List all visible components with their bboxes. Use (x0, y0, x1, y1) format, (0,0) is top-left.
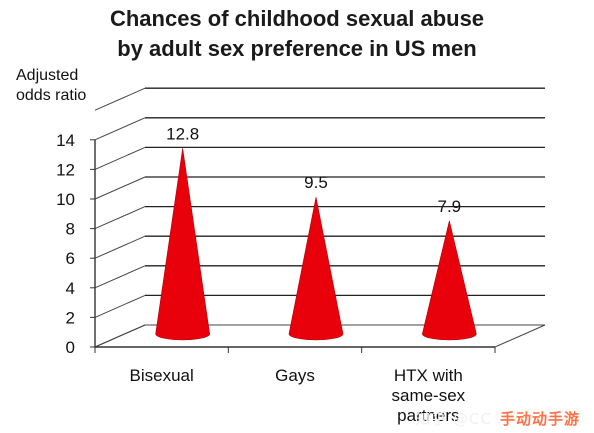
y-tick-label: 4 (66, 279, 75, 298)
category-label: Gays (275, 366, 315, 385)
gridline-side (94, 176, 146, 200)
y-tick-label: 12 (56, 160, 75, 179)
gridline-side (94, 206, 146, 230)
gridline-side (94, 294, 146, 318)
watermark-text-a: 知乎 @CC (415, 410, 492, 428)
gridline-side (94, 87, 146, 111)
gridline-side (94, 117, 146, 141)
y-axis-label-line-1: Adjusted (16, 67, 79, 84)
cone-bar (422, 220, 477, 341)
category-label: same-sex (391, 386, 465, 405)
cone-bar (155, 148, 210, 341)
gridline-side (94, 235, 146, 259)
value-label: 12.8 (166, 124, 199, 143)
y-axis-label: Adjusted odds ratio (16, 66, 86, 106)
category-label: Bisexual (130, 366, 194, 385)
y-axis-label-line-2: odds ratio (16, 87, 87, 104)
y-tick-label: 2 (66, 308, 75, 327)
y-tick-label: 6 (66, 249, 75, 268)
y-tick-label: 0 (66, 338, 75, 357)
y-tick-label: 14 (56, 131, 75, 150)
category-label: HTX with (394, 366, 463, 385)
watermark: 知乎 @CC 手动动手游 (415, 408, 580, 429)
watermark-text-b: 手动动手游 (499, 410, 580, 428)
gridline-side (94, 146, 146, 170)
y-tick-label: 8 (66, 220, 75, 239)
y-tick-label: 10 (56, 190, 75, 209)
chart-title: Chances of childhood sexual abuse by adu… (0, 4, 594, 64)
cone-bar (288, 197, 344, 341)
value-label: 9.5 (304, 173, 328, 192)
chart-title-line-1: Chances of childhood sexual abuse (109, 6, 485, 31)
gridline-side (94, 265, 146, 289)
category-label: partners (397, 406, 459, 425)
value-label: 7.9 (438, 197, 462, 216)
chart-title-line-2: by adult sex preference in US men (117, 36, 477, 61)
